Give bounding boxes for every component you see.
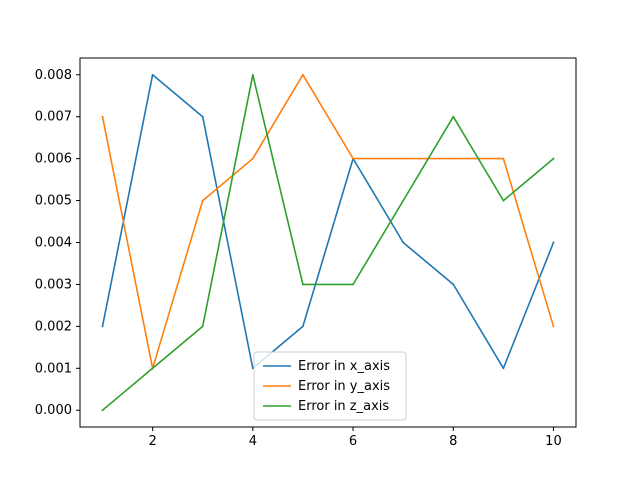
x-tick-label: 6 — [349, 434, 357, 449]
data-point-error-in-y-axis — [201, 199, 204, 202]
data-point-error-in-z-axis — [251, 73, 254, 76]
y-tick-label: 0.008 — [35, 68, 72, 83]
data-point-error-in-x-axis — [201, 115, 204, 118]
y-tick-label: 0.002 — [35, 319, 72, 334]
legend-box — [253, 351, 407, 421]
data-point-error-in-x-axis — [302, 325, 304, 328]
data-point-error-in-z-axis — [552, 157, 555, 160]
tick-layer: 2 4 6 8 10 0.000 0.001 0.002 0.003 0.004 0.005 0.00… — [35, 68, 562, 449]
data-point-error-in-x-axis — [251, 367, 254, 370]
series-line-error-in-x-axis — [101, 74, 555, 370]
data-point-error-in-z-axis — [302, 283, 304, 286]
legend-label-error-in-x-axis: Error in x_axis — [298, 359, 390, 374]
legend-label-error-in-y-axis: Error in y_axis — [298, 379, 390, 394]
data-point-error-in-y-axis — [251, 157, 254, 160]
y-tick-label: 0.007 — [35, 110, 72, 125]
data-point-error-in-z-axis — [452, 115, 455, 118]
x-tick-label: 2 — [149, 434, 157, 449]
data-point-error-in-y-axis — [452, 157, 455, 160]
y-tick-label: 0.001 — [35, 361, 72, 376]
data-point-error-in-x-axis — [502, 367, 505, 370]
series-layer — [101, 73, 555, 412]
legend-label-error-in-z-axis: Error in z_axis — [298, 399, 389, 414]
data-point-error-in-y-axis — [352, 157, 354, 160]
data-point-error-in-x-axis — [101, 325, 104, 328]
data-point-error-in-y-axis — [552, 325, 555, 328]
data-point-error-in-x-axis — [452, 283, 455, 286]
y-tick-label: 0.000 — [35, 403, 72, 418]
x-tick-label: 8 — [449, 434, 457, 449]
data-point-error-in-y-axis — [502, 157, 505, 160]
y-tick-label: 0.004 — [35, 236, 72, 251]
data-point-error-in-z-axis — [151, 367, 154, 370]
x-tick-label: 10 — [545, 434, 562, 449]
data-point-error-in-z-axis — [201, 325, 204, 328]
data-point-error-in-y-axis — [302, 73, 304, 76]
y-tick-label: 0.003 — [35, 277, 72, 292]
data-point-error-in-z-axis — [352, 283, 354, 286]
data-point-error-in-y-axis — [101, 115, 104, 118]
data-point-error-in-y-axis — [402, 157, 405, 160]
data-point-error-in-z-axis — [502, 199, 505, 202]
data-point-error-in-x-axis — [552, 241, 555, 244]
x-tick-label: 4 — [249, 434, 257, 449]
plot-frame — [79, 57, 577, 428]
legend: Error in x_axis Error in y_axis Error in z… — [253, 351, 407, 421]
data-point-error-in-x-axis — [151, 73, 154, 76]
data-point-error-in-x-axis — [402, 241, 405, 244]
y-tick-label: 0.006 — [35, 152, 72, 167]
series-line-error-in-z-axis — [101, 74, 555, 412]
data-point-error-in-z-axis — [101, 409, 104, 412]
y-tick-label: 0.005 — [35, 194, 72, 209]
data-point-error-in-z-axis — [402, 199, 405, 202]
